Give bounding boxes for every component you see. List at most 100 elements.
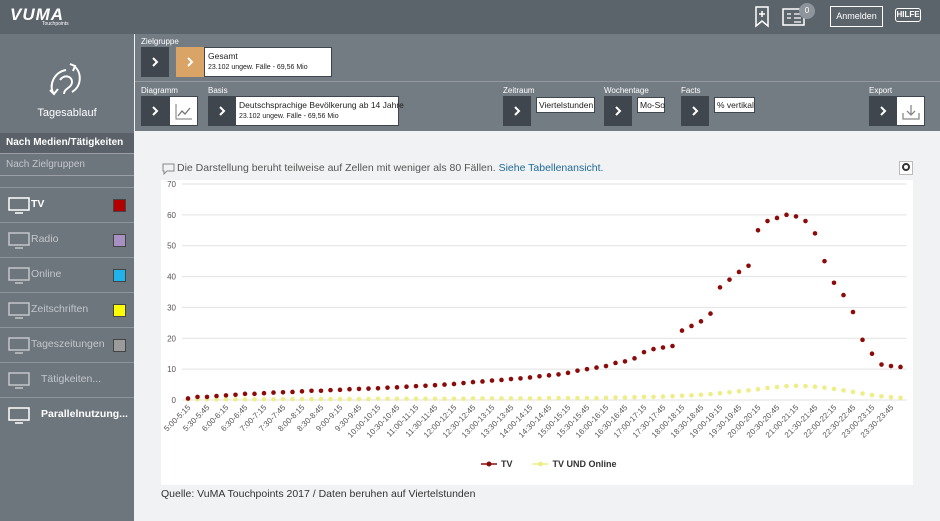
point	[404, 384, 409, 390]
point	[632, 394, 637, 400]
point	[375, 396, 381, 402]
expand-button[interactable]	[141, 96, 169, 126]
point	[632, 356, 637, 361]
item-label: Radio	[31, 233, 59, 245]
point	[869, 392, 875, 398]
point	[831, 386, 837, 392]
point	[442, 382, 447, 387]
point	[223, 393, 229, 398]
expand-button[interactable]	[869, 96, 897, 126]
point	[803, 218, 808, 224]
point	[727, 277, 732, 282]
media-item[interactable]: Parallelnutzung...	[0, 397, 134, 432]
legend-label: TV UND Online	[553, 459, 617, 469]
point	[423, 383, 428, 389]
point	[375, 385, 381, 391]
color-swatch[interactable]	[113, 234, 126, 247]
point	[822, 385, 827, 390]
badge: 0	[799, 3, 815, 19]
item-icon	[8, 232, 30, 249]
point	[841, 388, 846, 393]
notice: Die Darstellung beruht teilweise auf Zel…	[177, 162, 603, 174]
color-swatch[interactable]	[113, 269, 126, 282]
point	[404, 396, 409, 402]
export-button[interactable]	[896, 96, 925, 126]
item-label: Parallelnutzung...	[41, 408, 128, 420]
tab[interactable]: Nach Zielgruppen	[0, 155, 134, 176]
point	[556, 395, 561, 401]
basis-box[interactable]: Deutschsprachige Bevölkerung ab 14 Jahre…	[235, 96, 404, 126]
point	[204, 394, 210, 400]
point	[603, 363, 609, 369]
label: Wochentage	[604, 86, 649, 95]
point	[499, 396, 504, 401]
zeitraum-box[interactable]: Viertelstunden	[536, 97, 595, 113]
expand-button[interactable]	[141, 47, 169, 77]
point	[451, 381, 457, 387]
media-item[interactable]: Tageszeitungen	[0, 327, 134, 362]
point	[233, 392, 238, 398]
facts-box[interactable]: % vertikal	[714, 97, 755, 113]
point	[413, 396, 419, 402]
label: Zielgruppe	[141, 37, 179, 46]
point	[698, 319, 704, 324]
point	[366, 386, 371, 391]
sidebar-title: Tagesablauf	[37, 107, 97, 119]
chart-type-button[interactable]	[169, 96, 198, 126]
help-button[interactable]: HILFE	[895, 8, 921, 22]
media-item[interactable]: Radio	[0, 222, 134, 257]
media-item[interactable]: Online	[0, 257, 134, 292]
top-bar: VUMA Touchpoints 0 Anmelden HILFE	[0, 0, 940, 34]
table-link[interactable]: Siehe Tabellenansicht.	[498, 162, 604, 174]
item-label: Tätigkeiten...	[41, 373, 102, 385]
point	[869, 351, 875, 357]
point	[546, 373, 552, 378]
point	[613, 395, 618, 400]
color-swatch[interactable]	[113, 339, 126, 352]
bookmark-icon[interactable]	[754, 6, 770, 28]
media-item[interactable]: Zeitschriften	[0, 292, 134, 327]
color-swatch[interactable]	[113, 304, 126, 317]
point	[280, 389, 286, 395]
y-tick-label: 50	[167, 242, 176, 251]
expand-button[interactable]	[503, 96, 531, 126]
item-label: TV	[31, 198, 45, 210]
expand-button[interactable]	[604, 96, 632, 126]
tab[interactable]: Nach Medien/Tätigkeiten	[0, 133, 134, 154]
point	[394, 385, 400, 390]
point	[622, 395, 628, 400]
notice-icon	[162, 163, 175, 175]
point	[888, 363, 894, 369]
point	[290, 389, 295, 395]
wochentage-box[interactable]: Mo-So	[637, 97, 665, 113]
item-icon	[8, 197, 30, 214]
expand-button[interactable]	[208, 96, 236, 126]
point	[470, 396, 476, 401]
expand-button[interactable]	[681, 96, 709, 126]
point	[518, 376, 523, 381]
zielgruppe-box[interactable]: Gesamt 23.102 ungew. Fälle - 69,56 Mio	[204, 47, 332, 77]
media-item[interactable]: Tätigkeiten...	[0, 362, 134, 397]
sub: 23.102 ungew. Fälle - 69,56 Mio	[239, 113, 339, 120]
select-button[interactable]	[176, 47, 204, 77]
point	[784, 383, 789, 389]
point	[451, 396, 457, 402]
label: Export	[869, 86, 893, 95]
point	[366, 396, 371, 402]
logo[interactable]: VUMA	[10, 5, 65, 24]
point	[774, 384, 780, 390]
point	[442, 396, 447, 402]
point	[622, 359, 628, 364]
source: Quelle: VuMA Touchpoints 2017 / Daten be…	[161, 488, 476, 500]
value: Deutschsprachige Bevölkerung ab 14 Jahre	[239, 100, 404, 110]
login-button[interactable]: Anmelden	[830, 6, 883, 27]
point	[337, 387, 343, 393]
media-item[interactable]: TV	[0, 187, 134, 222]
point	[318, 388, 324, 394]
color-swatch[interactable]	[113, 199, 126, 212]
settings-button[interactable]	[899, 161, 913, 175]
point	[698, 392, 704, 398]
value: Gesamt	[208, 51, 238, 61]
point	[765, 218, 770, 224]
